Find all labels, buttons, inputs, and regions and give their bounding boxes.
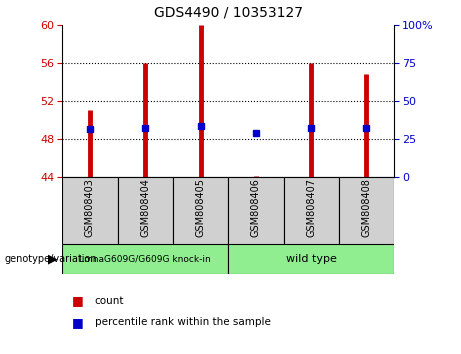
Bar — [118, 177, 173, 244]
Text: GSM808408: GSM808408 — [361, 178, 372, 237]
Text: percentile rank within the sample: percentile rank within the sample — [95, 317, 271, 327]
Text: GSM808407: GSM808407 — [306, 178, 316, 237]
Text: count: count — [95, 296, 124, 306]
Text: LmnaG609G/G609G knock-in: LmnaG609G/G609G knock-in — [79, 255, 211, 264]
Bar — [339, 177, 394, 244]
Text: ■: ■ — [71, 295, 83, 307]
Text: GSM808405: GSM808405 — [195, 178, 206, 237]
Text: GSM808403: GSM808403 — [85, 178, 95, 237]
Text: ■: ■ — [71, 316, 83, 329]
Text: wild type: wild type — [286, 254, 337, 264]
Bar — [62, 244, 228, 274]
Bar — [228, 244, 394, 274]
Title: GDS4490 / 10353127: GDS4490 / 10353127 — [154, 5, 303, 19]
Bar — [62, 177, 118, 244]
Bar — [228, 177, 284, 244]
Text: GSM808404: GSM808404 — [140, 178, 150, 237]
Text: genotype/variation: genotype/variation — [5, 254, 97, 264]
Bar — [173, 177, 228, 244]
Bar — [284, 177, 339, 244]
Text: GSM808406: GSM808406 — [251, 178, 261, 237]
Text: ▶: ▶ — [48, 253, 58, 266]
